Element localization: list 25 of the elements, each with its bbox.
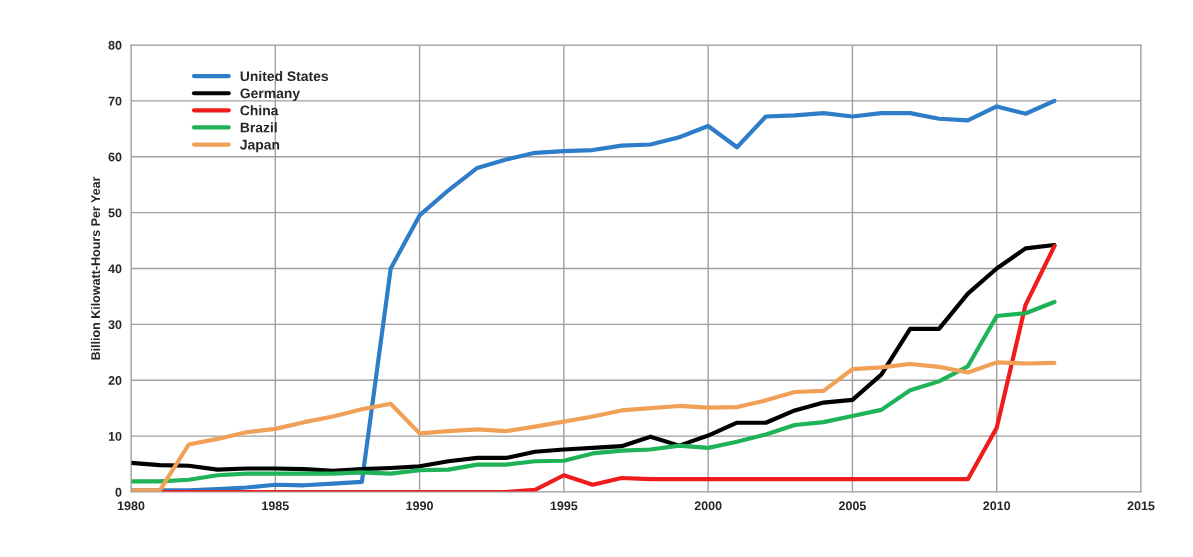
x-tick-label: 2010 (983, 501, 1011, 511)
y-tick-label: 50 (108, 208, 122, 218)
x-tick-label: 1980 (117, 501, 145, 511)
x-tick-label: 2015 (1127, 501, 1155, 511)
x-tick-label: 1985 (262, 501, 289, 511)
y-tick-label: 20 (108, 376, 122, 385)
x-tick-label: 2000 (694, 501, 722, 511)
x-tick-label: 1995 (550, 501, 578, 511)
x-tick-label: 2005 (838, 501, 866, 511)
y-tick-label: 10 (108, 431, 122, 441)
line-series (131, 360, 1057, 492)
y-tick-label: 30 (108, 320, 122, 330)
y-axis-title: Billion Kilowatt-Hours Per Year (90, 176, 101, 360)
y-tick-label: 70 (108, 96, 122, 106)
legend-label: Japan (240, 139, 280, 153)
legend-label: Brazil (240, 122, 277, 133)
legend-label: Germany (240, 88, 300, 101)
legend-label: China (240, 105, 279, 116)
x-tick-label: 1990 (406, 501, 433, 511)
legend-label: United States (240, 70, 329, 82)
y-tick-label: 60 (108, 152, 122, 162)
y-tick-label: 80 (108, 40, 122, 50)
line-series (131, 299, 1057, 484)
y-tick-label: 40 (108, 264, 122, 274)
y-tick-label: 0 (115, 487, 122, 497)
